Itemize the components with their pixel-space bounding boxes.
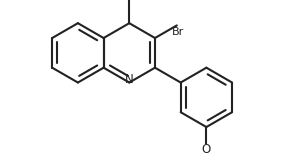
Text: Br: Br [172,27,184,37]
Text: O: O [202,143,211,155]
Text: N: N [125,73,134,86]
